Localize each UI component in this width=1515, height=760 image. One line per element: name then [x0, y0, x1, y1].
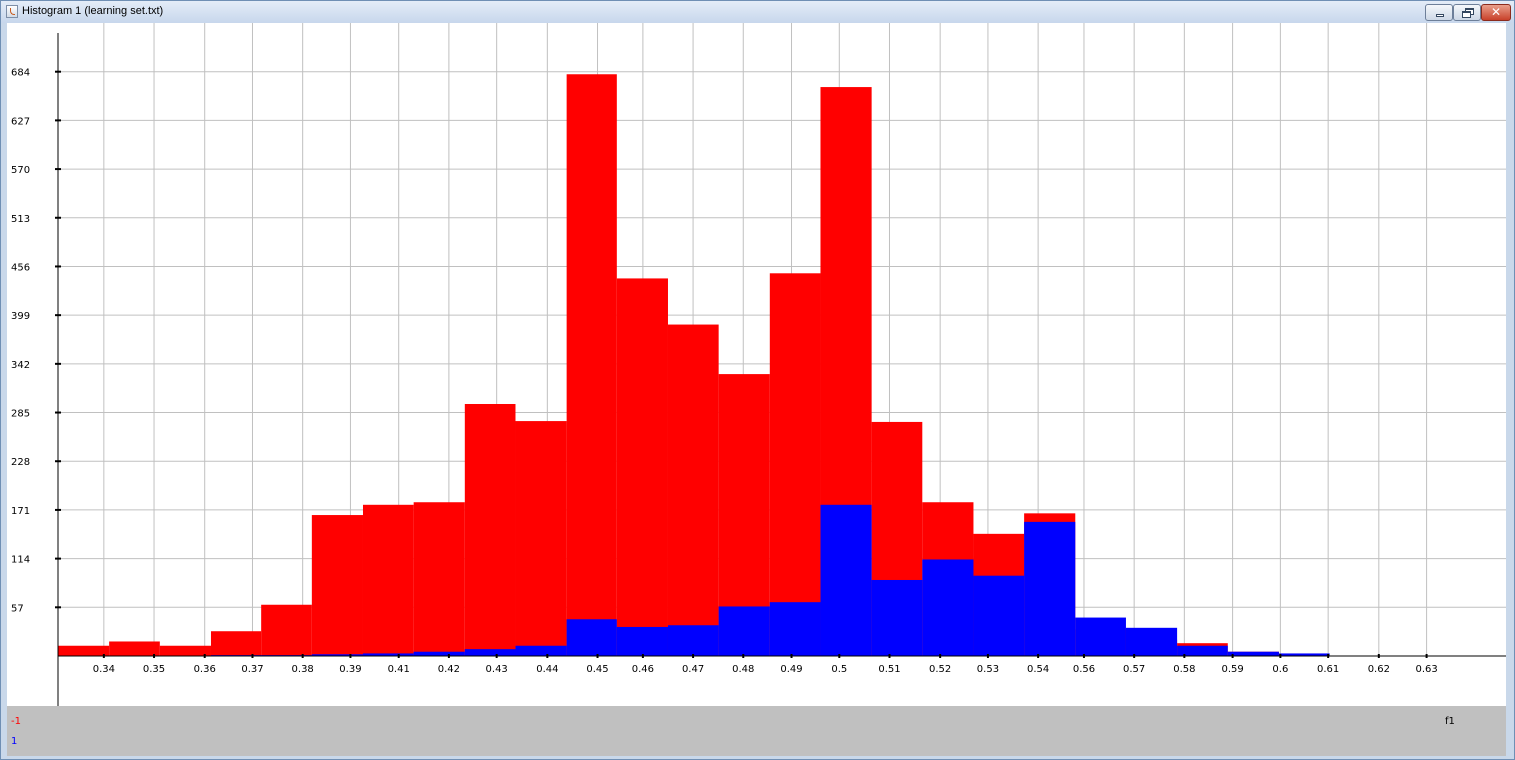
plot-area: 57 114 171 228 285 342 399 456 513 570 627 684 0.34…	[7, 23, 1506, 706]
series-minus-1-bars	[58, 74, 1330, 656]
bar-series-minus-1	[413, 502, 465, 656]
bar-series-1	[973, 575, 1025, 656]
y-tick-label: 570	[11, 165, 30, 176]
bar-series-minus-1	[159, 645, 211, 656]
x-tick-label: 0.59	[1221, 664, 1243, 675]
x-tick-label: 0.58	[1173, 664, 1195, 675]
bar-series-1	[718, 606, 770, 656]
bar-series-1	[311, 654, 363, 656]
minimize-icon	[1436, 14, 1444, 17]
restore-button[interactable]	[1453, 4, 1481, 21]
y-tick-labels: 57 114 171 228 285 342 399 456 513 570 627 684	[11, 68, 30, 615]
bar-series-minus-1	[464, 403, 516, 656]
bar-series-1	[820, 504, 872, 656]
x-tick-label: 0.39	[339, 664, 361, 675]
axes	[55, 33, 1506, 706]
x-tick-label: 0.6	[1272, 664, 1288, 675]
bar-series-minus-1	[58, 645, 110, 656]
y-tick-label: 114	[11, 555, 30, 566]
y-tick-label: 171	[11, 506, 30, 517]
minimize-button[interactable]	[1425, 4, 1453, 21]
y-tick-label: 342	[11, 360, 30, 371]
x-tick-label: 0.47	[682, 664, 704, 675]
x-tick-labels: 0.34 0.35 0.36 0.37 0.38 0.39 0.41 0.42 0.43 0.44…	[93, 664, 1438, 675]
bar-series-1	[566, 619, 617, 656]
x-tick-label: 0.54	[1027, 664, 1049, 675]
bar-series-minus-1	[616, 278, 668, 656]
y-tick-label: 57	[11, 603, 24, 614]
bar-series-1	[769, 602, 821, 656]
x-tick-label: 0.53	[977, 664, 999, 675]
x-tick-label: 0.41	[388, 664, 410, 675]
x-axis-name: f1	[1445, 716, 1455, 727]
x-tick-label: 0.52	[929, 664, 951, 675]
y-tick-label: 456	[11, 262, 30, 273]
bar-series-1	[1177, 645, 1228, 656]
bar-series-1	[922, 559, 974, 656]
series-1-bars	[210, 504, 1330, 656]
y-tick-label: 399	[11, 311, 30, 322]
bar-series-1	[1075, 617, 1126, 656]
x-tick-label: 0.57	[1123, 664, 1145, 675]
bar-series-minus-1	[311, 515, 363, 656]
x-tick-label: 0.63	[1415, 664, 1437, 675]
close-button[interactable]: ✕	[1481, 4, 1511, 21]
bar-series-minus-1	[566, 74, 617, 656]
window-title: Histogram 1 (learning set.txt)	[22, 5, 164, 17]
bar-series-1	[1125, 627, 1178, 656]
bar-series-minus-1	[210, 631, 262, 656]
x-tick-label: 0.44	[536, 664, 558, 675]
x-tick-label: 0.48	[732, 664, 754, 675]
histogram-chart: 57 114 171 228 285 342 399 456 513 570 627 684 0.34…	[11, 23, 1506, 706]
x-tick-label: 0.42	[438, 664, 460, 675]
x-tick-label: 0.43	[486, 664, 508, 675]
bar-series-1	[871, 579, 923, 656]
y-tick-label: 513	[11, 214, 30, 225]
x-tick-label: 0.49	[780, 664, 802, 675]
bar-series-minus-1	[109, 641, 160, 656]
legend-strip: -1 1 f1	[7, 706, 1506, 756]
x-tick-label: 0.38	[292, 664, 314, 675]
x-tick-label: 0.5	[831, 664, 847, 675]
y-tick-label: 285	[11, 409, 30, 420]
legend-entry-1: 1	[11, 736, 18, 747]
bar-series-minus-1	[261, 604, 312, 656]
restore-icon-back	[1462, 11, 1471, 18]
bar-series-1	[464, 649, 516, 656]
bar-series-1	[1024, 521, 1076, 656]
java-app-icon	[6, 5, 18, 18]
bar-series-1	[1278, 653, 1330, 656]
bar-series-1	[362, 653, 414, 656]
close-icon: ✕	[1490, 5, 1502, 19]
y-tick-label: 228	[11, 457, 30, 468]
legend-entry-minus-1: -1	[11, 716, 21, 727]
y-tick-label: 684	[11, 68, 30, 79]
x-tick-label: 0.56	[1073, 664, 1095, 675]
bar-series-minus-1	[667, 324, 719, 656]
x-tick-label: 0.51	[878, 664, 900, 675]
bar-series-1	[515, 645, 567, 656]
bar-series-1	[616, 626, 668, 656]
x-tick-label: 0.46	[632, 664, 654, 675]
x-tick-label: 0.37	[241, 664, 263, 675]
x-tick-label: 0.45	[586, 664, 608, 675]
y-tick-label: 627	[11, 116, 30, 127]
x-tick-label: 0.34	[93, 664, 115, 675]
bar-series-1	[667, 625, 719, 656]
x-tick-label: 0.36	[194, 664, 216, 675]
x-tick-label: 0.61	[1317, 664, 1339, 675]
bar-series-1	[413, 651, 465, 656]
x-tick-label: 0.35	[143, 664, 165, 675]
title-bar[interactable]: Histogram 1 (learning set.txt) ✕	[1, 1, 1514, 23]
x-tick-label: 0.62	[1368, 664, 1390, 675]
bar-series-minus-1	[362, 504, 414, 656]
bar-series-minus-1	[769, 273, 821, 656]
bar-series-1	[1227, 651, 1279, 656]
bar-series-minus-1	[515, 421, 567, 656]
